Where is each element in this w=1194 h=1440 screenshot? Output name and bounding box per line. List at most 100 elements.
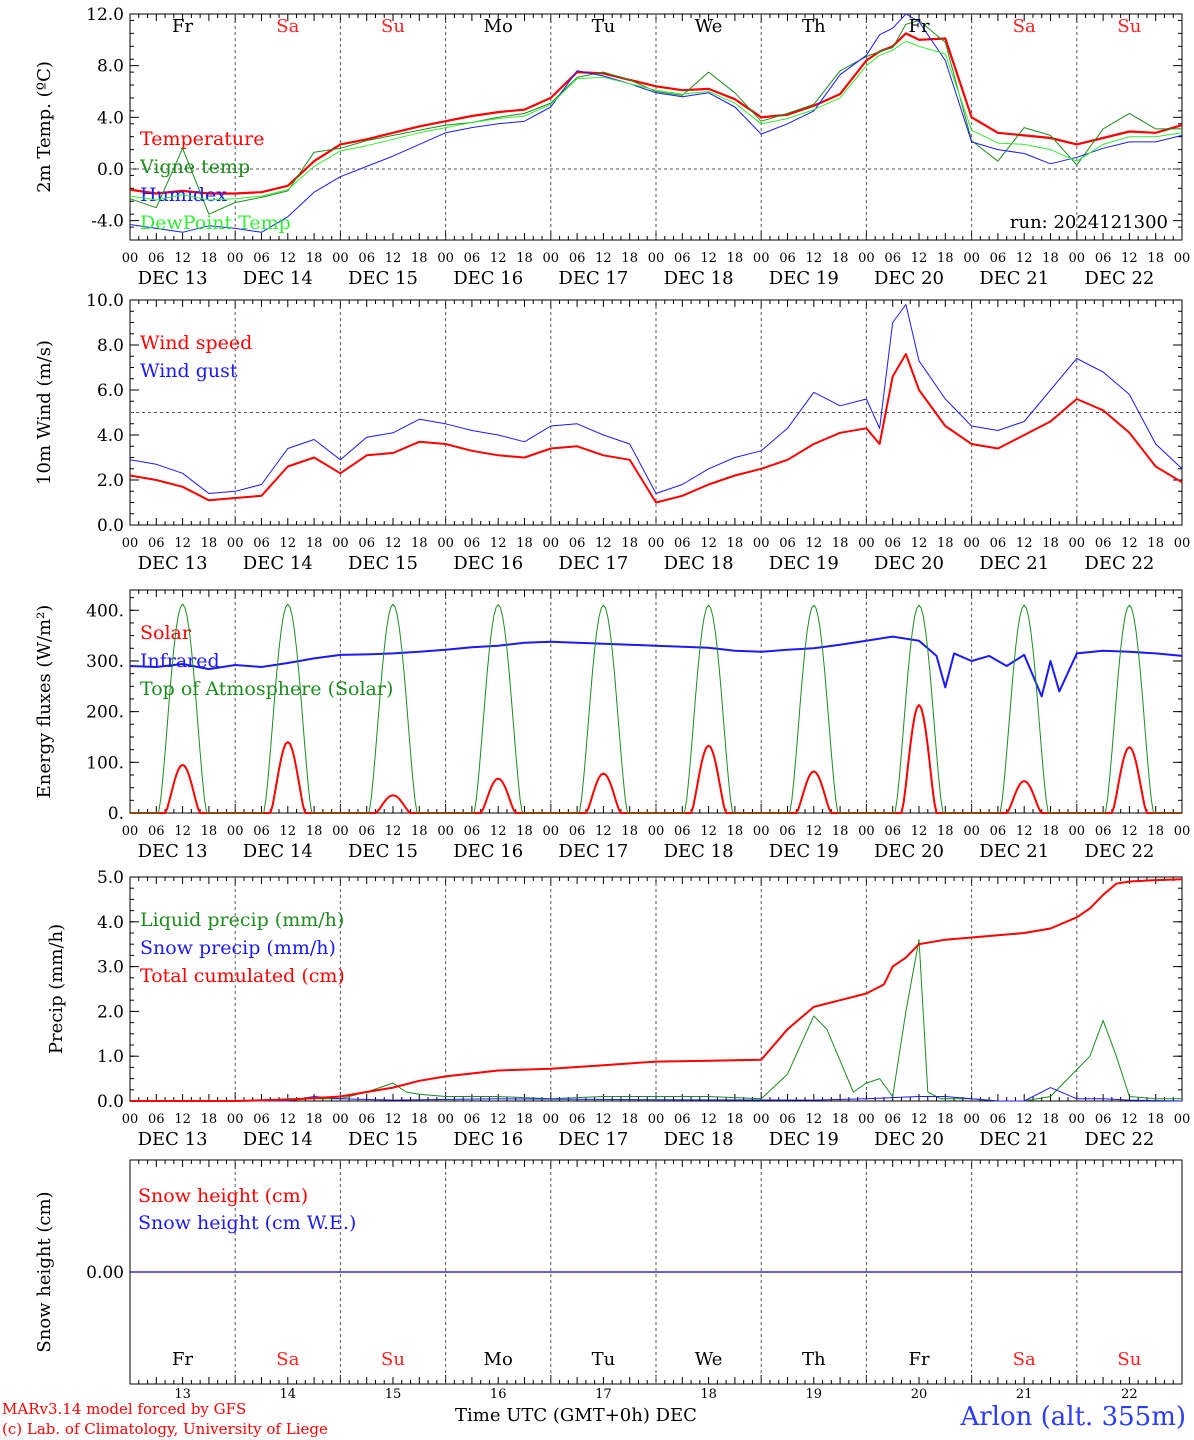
hour-label: 12 — [280, 251, 297, 266]
y-tick-label: 0.0 — [97, 516, 124, 536]
copyright-credit: (c) Lab. of Climatology, University of L… — [2, 1420, 328, 1438]
legend-entry: Wind gust — [140, 360, 238, 382]
hour-label: 12 — [385, 251, 402, 266]
hour-label: 00 — [1174, 824, 1191, 839]
date-label: DEC 15 — [348, 1129, 418, 1150]
day-number-label: 22 — [1121, 1387, 1138, 1402]
hour-label: 12 — [700, 824, 717, 839]
hour-label: 06 — [779, 251, 796, 266]
panel-frame — [129, 589, 1183, 814]
date-label: DEC 19 — [769, 841, 839, 862]
date-label: DEC 22 — [1084, 1129, 1154, 1150]
hour-label: 06 — [253, 1112, 270, 1127]
hour-label: 00 — [543, 536, 560, 551]
hour-label: 06 — [990, 824, 1007, 839]
day-number-label: 14 — [280, 1387, 297, 1402]
hour-label: 00 — [227, 536, 244, 551]
hour-label: 12 — [280, 536, 297, 551]
hour-label: 12 — [490, 1112, 507, 1127]
hour-label: 12 — [911, 536, 928, 551]
hour-label: 06 — [884, 1112, 901, 1127]
weekday-label: Sa — [276, 1349, 299, 1370]
weekday-label: Tu — [592, 16, 616, 37]
date-label: DEC 17 — [558, 553, 628, 574]
hour-label: 06 — [358, 1112, 375, 1127]
hour-label: 12 — [490, 824, 507, 839]
hour-label: 06 — [253, 536, 270, 551]
date-label: DEC 13 — [138, 553, 208, 574]
y-tick-label: 2.0 — [97, 471, 124, 491]
day-number-label: 18 — [700, 1387, 717, 1402]
y-tick-label: 0.0 — [97, 1092, 124, 1112]
hour-label: 00 — [437, 251, 454, 266]
hour-label: 06 — [990, 1112, 1007, 1127]
hour-label: 06 — [674, 1112, 691, 1127]
hour-label: 00 — [122, 1112, 139, 1127]
date-label: DEC 18 — [664, 268, 734, 289]
date-label: DEC 18 — [664, 841, 734, 862]
hour-label: 06 — [990, 536, 1007, 551]
y-axis-label: Snow height (cm) — [34, 1191, 55, 1352]
hour-label: 12 — [595, 251, 612, 266]
hour-label: 18 — [937, 251, 954, 266]
hour-label: 06 — [990, 251, 1007, 266]
date-label: DEC 21 — [979, 841, 1049, 862]
y-tick-label: 200. — [86, 703, 124, 723]
hour-label: 06 — [779, 1112, 796, 1127]
hour-label: 06 — [674, 251, 691, 266]
hour-label: 12 — [700, 1112, 717, 1127]
time-axis-title: Time UTC (GMT+0h) DEC — [455, 1405, 697, 1426]
hour-label: 18 — [1147, 536, 1164, 551]
hour-label: 06 — [569, 1112, 586, 1127]
hour-label: 18 — [411, 536, 428, 551]
legend-entry: Top of Atmosphere (Solar) — [140, 678, 393, 700]
hour-label: 00 — [227, 251, 244, 266]
date-label: DEC 22 — [1084, 268, 1154, 289]
hour-label: 12 — [174, 1112, 191, 1127]
date-label: DEC 17 — [558, 1129, 628, 1150]
hour-label: 06 — [1095, 536, 1112, 551]
hour-label: 00 — [332, 536, 349, 551]
hour-label: 00 — [648, 251, 665, 266]
date-label: DEC 16 — [453, 1129, 523, 1150]
hour-label: 06 — [884, 824, 901, 839]
hour-label: 00 — [858, 251, 875, 266]
date-label: DEC 15 — [348, 268, 418, 289]
hour-label: 06 — [779, 824, 796, 839]
date-label: DEC 21 — [979, 268, 1049, 289]
hour-label: 18 — [832, 536, 849, 551]
legend-entry: Solar — [140, 622, 192, 644]
hour-label: 18 — [1147, 824, 1164, 839]
date-label: DEC 22 — [1084, 841, 1154, 862]
hour-label: 18 — [201, 251, 218, 266]
hour-label: 12 — [911, 1112, 928, 1127]
hour-label: 00 — [753, 251, 770, 266]
hour-label: 00 — [1174, 251, 1191, 266]
y-tick-label: 4.0 — [97, 913, 124, 933]
hour-label: 18 — [1147, 251, 1164, 266]
y-tick-label: 3.0 — [97, 958, 124, 978]
weekday-label: Fr — [908, 1349, 929, 1370]
weekday-label: Mo — [484, 1349, 513, 1370]
y-tick-label: 300. — [86, 652, 124, 672]
hour-label: 18 — [516, 251, 533, 266]
hour-label: 12 — [1121, 251, 1138, 266]
y-tick-label: 0.00 — [86, 1263, 124, 1283]
y-tick-label: 10.0 — [86, 291, 124, 311]
weekday-label: Su — [381, 1349, 405, 1370]
hour-label: 00 — [227, 1112, 244, 1127]
hour-label: 18 — [306, 824, 323, 839]
y-tick-label: 0.0 — [97, 160, 124, 180]
hour-label: 00 — [648, 536, 665, 551]
hour-label: 12 — [385, 824, 402, 839]
hour-label: 18 — [201, 1112, 218, 1127]
hour-label: 00 — [122, 251, 139, 266]
hour-label: 18 — [727, 1112, 744, 1127]
hour-label: 00 — [963, 251, 980, 266]
hour-label: 12 — [806, 824, 823, 839]
weekday-label: Tu — [592, 1349, 616, 1370]
series-line-0-0 — [129, 32, 1183, 195]
hour-label: 00 — [122, 536, 139, 551]
hour-label: 06 — [464, 536, 481, 551]
hour-label: 18 — [306, 536, 323, 551]
